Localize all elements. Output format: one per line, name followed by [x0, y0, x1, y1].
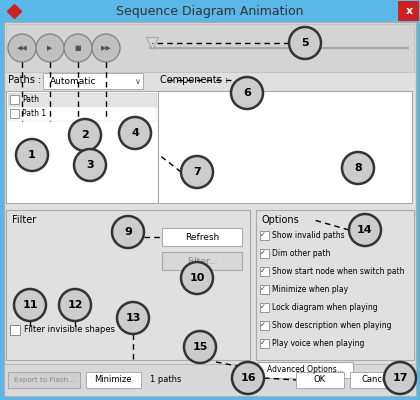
- Text: 10: 10: [189, 273, 205, 283]
- Text: Dim other path: Dim other path: [272, 249, 331, 258]
- Text: Play voice when playing: Play voice when playing: [272, 339, 365, 348]
- Text: 4: 4: [131, 128, 139, 138]
- Text: ◀◀: ◀◀: [17, 45, 27, 51]
- Circle shape: [92, 34, 120, 62]
- FancyBboxPatch shape: [8, 93, 156, 107]
- FancyBboxPatch shape: [6, 91, 158, 203]
- FancyBboxPatch shape: [258, 362, 353, 378]
- Text: 1: 1: [28, 150, 36, 160]
- Text: 14: 14: [357, 225, 373, 235]
- Circle shape: [184, 331, 216, 363]
- Text: ✓: ✓: [260, 322, 266, 328]
- Circle shape: [289, 27, 321, 59]
- Text: ✓: ✓: [260, 340, 266, 346]
- FancyBboxPatch shape: [296, 372, 344, 388]
- FancyBboxPatch shape: [6, 210, 250, 360]
- Circle shape: [349, 214, 381, 246]
- Text: Options: Options: [262, 215, 300, 225]
- Text: 9: 9: [124, 227, 132, 237]
- Circle shape: [384, 362, 416, 394]
- Circle shape: [342, 152, 374, 184]
- FancyBboxPatch shape: [260, 339, 269, 348]
- FancyBboxPatch shape: [398, 1, 419, 21]
- Text: 1 paths: 1 paths: [150, 376, 181, 384]
- Text: Filter...: Filter...: [187, 256, 217, 266]
- Text: ■: ■: [75, 45, 81, 51]
- Circle shape: [74, 149, 106, 181]
- Text: ✓: ✓: [260, 268, 266, 274]
- FancyBboxPatch shape: [0, 0, 420, 22]
- Text: ✓: ✓: [260, 250, 266, 256]
- Text: 11: 11: [22, 300, 38, 310]
- Text: 12: 12: [67, 300, 83, 310]
- FancyBboxPatch shape: [4, 364, 416, 396]
- FancyBboxPatch shape: [10, 109, 19, 118]
- Text: Lock diagram when playing: Lock diagram when playing: [272, 303, 378, 312]
- Text: x: x: [405, 6, 412, 16]
- FancyBboxPatch shape: [260, 285, 269, 294]
- FancyBboxPatch shape: [10, 95, 19, 104]
- Text: Show description when playing: Show description when playing: [272, 321, 391, 330]
- Text: Sequence Diagram Animation: Sequence Diagram Animation: [116, 4, 304, 18]
- Circle shape: [181, 156, 213, 188]
- Circle shape: [232, 362, 264, 394]
- Text: 2: 2: [81, 130, 89, 140]
- FancyBboxPatch shape: [158, 91, 412, 203]
- FancyBboxPatch shape: [86, 372, 141, 388]
- Text: Filter: Filter: [12, 215, 36, 225]
- FancyBboxPatch shape: [4, 22, 416, 396]
- Circle shape: [231, 77, 263, 109]
- FancyBboxPatch shape: [350, 372, 402, 388]
- FancyBboxPatch shape: [162, 228, 242, 246]
- FancyBboxPatch shape: [260, 249, 269, 258]
- Text: Paths :: Paths :: [8, 75, 41, 85]
- Text: ∨: ∨: [135, 76, 141, 86]
- Text: Automatic: Automatic: [50, 76, 97, 86]
- Text: Minimize: Minimize: [94, 376, 132, 384]
- FancyBboxPatch shape: [260, 303, 269, 312]
- FancyBboxPatch shape: [260, 321, 269, 330]
- Text: Export to Flash...: Export to Flash...: [13, 377, 74, 383]
- Text: 17: 17: [392, 373, 408, 383]
- Text: Filter invisible shapes: Filter invisible shapes: [24, 326, 115, 334]
- Text: 8: 8: [354, 163, 362, 173]
- Circle shape: [16, 139, 48, 171]
- Text: Advanced Options...: Advanced Options...: [267, 366, 344, 374]
- Text: Refresh: Refresh: [185, 232, 219, 242]
- Text: Show start node when switch path: Show start node when switch path: [272, 267, 404, 276]
- FancyBboxPatch shape: [6, 24, 414, 72]
- FancyBboxPatch shape: [260, 267, 269, 276]
- Text: Path 1: Path 1: [22, 110, 46, 118]
- FancyBboxPatch shape: [10, 325, 20, 335]
- FancyBboxPatch shape: [43, 73, 143, 89]
- Circle shape: [181, 262, 213, 294]
- Text: ✓: ✓: [260, 304, 266, 310]
- Circle shape: [112, 216, 144, 248]
- Text: Path: Path: [22, 96, 39, 104]
- FancyBboxPatch shape: [8, 372, 80, 388]
- Text: ▶▶: ▶▶: [101, 45, 111, 51]
- Text: 3: 3: [86, 160, 94, 170]
- Text: 6: 6: [243, 88, 251, 98]
- Text: OK: OK: [314, 376, 326, 384]
- FancyBboxPatch shape: [162, 252, 242, 270]
- Circle shape: [8, 34, 36, 62]
- Text: 15: 15: [192, 342, 207, 352]
- Circle shape: [117, 302, 149, 334]
- Text: ✓: ✓: [260, 232, 266, 238]
- Text: Show invalid paths: Show invalid paths: [272, 231, 345, 240]
- Text: 13: 13: [125, 313, 141, 323]
- FancyBboxPatch shape: [8, 107, 156, 121]
- Text: Components :: Components :: [160, 75, 228, 85]
- FancyBboxPatch shape: [260, 231, 269, 240]
- Circle shape: [59, 289, 91, 321]
- Text: Cancel: Cancel: [362, 376, 390, 384]
- Circle shape: [64, 34, 92, 62]
- Circle shape: [119, 117, 151, 149]
- Circle shape: [14, 289, 46, 321]
- Circle shape: [69, 119, 101, 151]
- Text: 5: 5: [301, 38, 309, 48]
- FancyBboxPatch shape: [256, 210, 414, 360]
- Text: ▶: ▶: [47, 45, 52, 51]
